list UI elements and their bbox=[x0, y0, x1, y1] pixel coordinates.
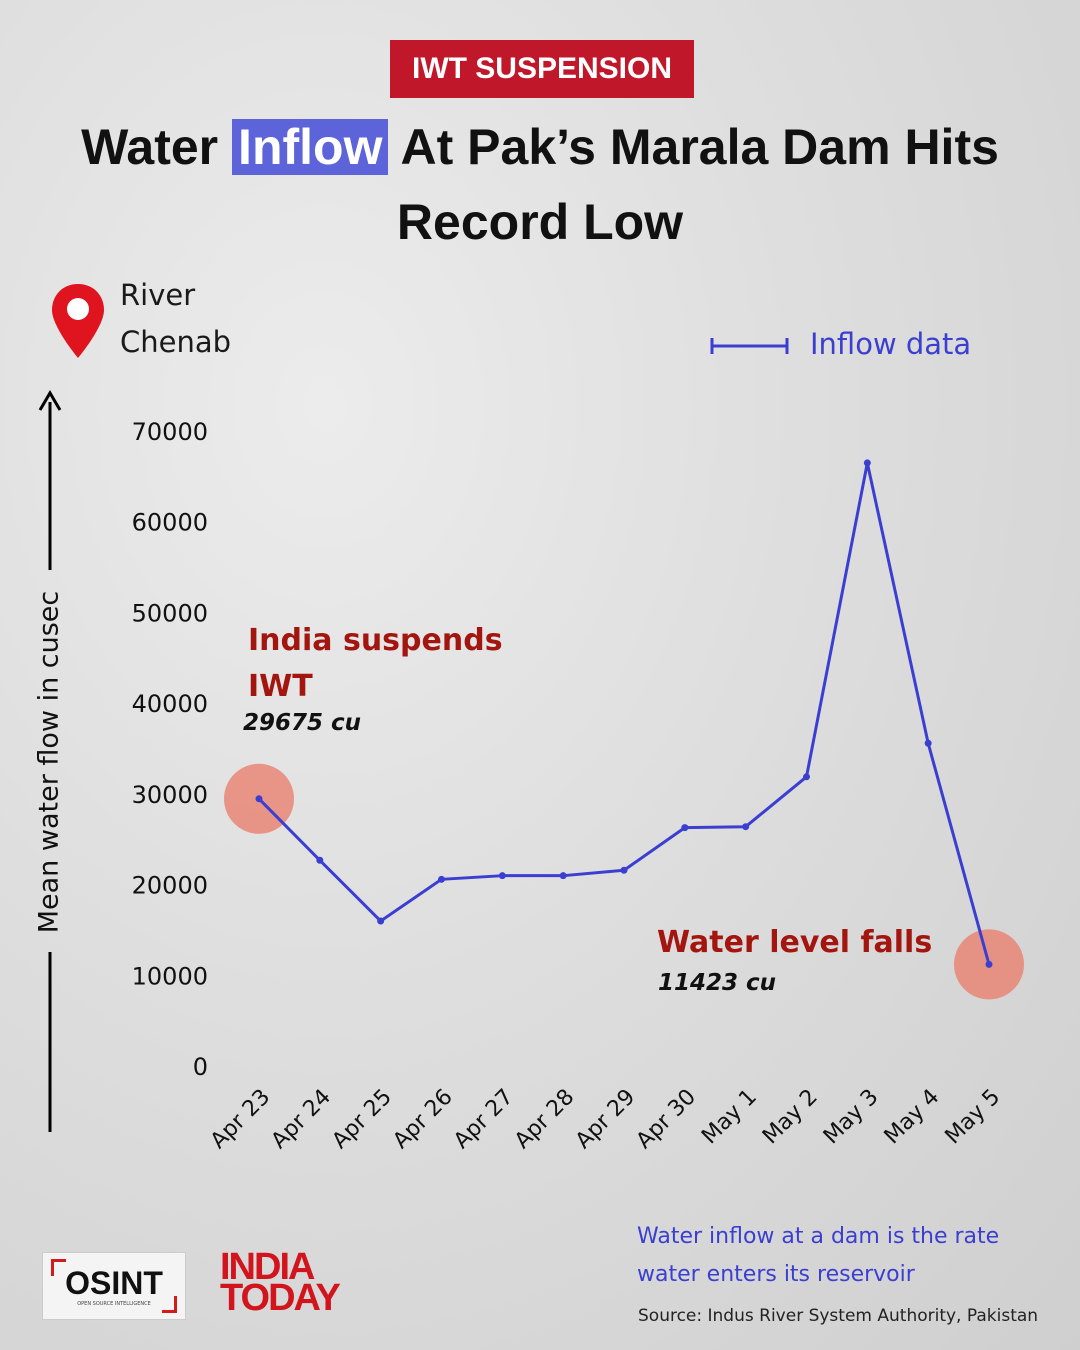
logo-subtext: OPEN SOURCE INTELLIGENCE bbox=[77, 1301, 151, 1307]
point bbox=[620, 866, 628, 874]
annotation: Water level falls bbox=[657, 925, 933, 960]
point bbox=[742, 823, 750, 831]
title: Water Inflow At Pak’s Marala Dam Hits Re… bbox=[60, 110, 1020, 260]
y-tick-label: 60000 bbox=[132, 509, 208, 537]
title-part: Water bbox=[81, 119, 219, 175]
y-tick-label: 30000 bbox=[132, 781, 208, 809]
x-tick-label: Apr 30 bbox=[632, 1085, 701, 1154]
point bbox=[255, 795, 263, 803]
y-tick-label: 0 bbox=[193, 1053, 208, 1081]
y-tick-label: 70000 bbox=[132, 418, 208, 446]
x-tick-label: Apr 27 bbox=[449, 1085, 518, 1154]
point bbox=[803, 773, 810, 781]
point bbox=[985, 960, 993, 968]
x-tick-label: May 1 bbox=[697, 1085, 762, 1150]
y-tick-label: 40000 bbox=[132, 690, 208, 718]
x-tick-label: May 2 bbox=[758, 1085, 823, 1150]
point bbox=[316, 856, 324, 864]
value-label: 11423 cu bbox=[658, 970, 777, 996]
legend-label: Inflow data bbox=[810, 327, 971, 361]
y-tick-label: 10000 bbox=[132, 962, 208, 990]
tag: IWT SUSPENSION bbox=[390, 40, 694, 98]
note: Water inflow at a dam is the rate water … bbox=[637, 1224, 1000, 1287]
logo-india-today: INDIA TODAY bbox=[220, 1246, 341, 1319]
point bbox=[681, 824, 689, 832]
x-tick-label: May 5 bbox=[941, 1085, 1006, 1150]
x-tick-label: Apr 24 bbox=[267, 1085, 336, 1154]
annotation: India suspends IWT bbox=[248, 623, 503, 704]
x-tick-label: Apr 25 bbox=[328, 1085, 397, 1154]
point bbox=[438, 875, 445, 883]
value-label: 29675 cu bbox=[243, 710, 362, 736]
point bbox=[498, 872, 506, 880]
x-tick-label: Apr 26 bbox=[388, 1085, 457, 1154]
y-axis-label: Mean water flow in cusec bbox=[34, 591, 65, 934]
title-highlight: Inflow bbox=[232, 119, 389, 175]
y-tick-label: 20000 bbox=[132, 872, 208, 900]
source: Source: Indus River System Authority, Pa… bbox=[638, 1306, 1039, 1326]
point bbox=[863, 459, 871, 467]
logo-text: OSINT bbox=[65, 1265, 163, 1301]
x-tick-label: Apr 29 bbox=[571, 1085, 640, 1154]
title-part: At Pak’s Marala Dam Hits Record Low bbox=[396, 119, 999, 250]
location: River Chenab bbox=[120, 278, 232, 359]
logo-osint: OSINT OPEN SOURCE INTELLIGENCE bbox=[42, 1252, 186, 1320]
point bbox=[377, 917, 385, 925]
location-pin bbox=[52, 284, 104, 358]
x-tick-label: May 3 bbox=[819, 1085, 884, 1150]
point bbox=[924, 739, 932, 747]
y-tick-label: 50000 bbox=[132, 599, 208, 627]
x-tick-label: May 4 bbox=[880, 1085, 945, 1150]
series-line bbox=[257, 461, 991, 965]
point bbox=[559, 872, 567, 880]
x-tick-label: Apr 23 bbox=[206, 1085, 275, 1154]
x-tick-label: Apr 28 bbox=[510, 1085, 579, 1154]
chart: Mean water flow in cusec 0 10000 20000 3000… bbox=[34, 327, 1024, 1154]
